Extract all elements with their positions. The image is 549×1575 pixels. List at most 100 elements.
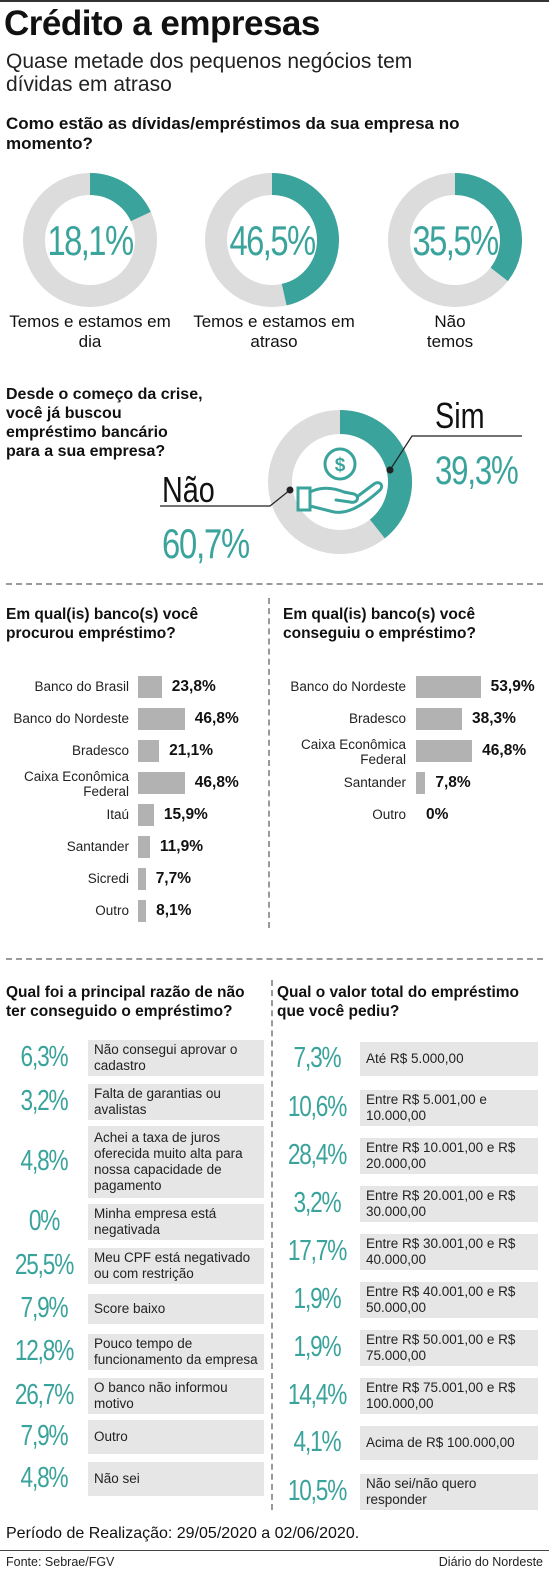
donut-slice-1 bbox=[271, 173, 339, 306]
sim-leader-dot bbox=[386, 466, 394, 474]
survey-period: Período de Realização: 29/05/2020 a 02/0… bbox=[6, 1525, 360, 1542]
bank-label: Santander bbox=[66, 839, 129, 854]
row-percent: 26,7% bbox=[14, 1379, 74, 1411]
row-percent: 1,9% bbox=[293, 1283, 342, 1315]
donut-value-1: 46,5% bbox=[229, 217, 315, 264]
crisis-slice-sim bbox=[339, 410, 412, 539]
bank-label: Banco do Nordeste bbox=[290, 679, 406, 694]
row-percent: 7,9% bbox=[20, 1420, 69, 1452]
bank-label: Caixa Econômica Federal bbox=[300, 737, 406, 767]
donut-label-nao-temos: Não temos bbox=[426, 312, 474, 351]
bank-bar bbox=[138, 900, 147, 922]
source-credit: Fonte: Sebrae/FGV bbox=[6, 1555, 115, 1569]
bank-value: 7,8% bbox=[435, 774, 471, 791]
divider-1 bbox=[6, 583, 543, 585]
sim-label: Sim bbox=[435, 395, 485, 436]
row-percent: 7,9% bbox=[20, 1292, 69, 1324]
row-percent: 3,2% bbox=[20, 1085, 69, 1117]
bank-label: Bradesco bbox=[71, 743, 129, 758]
row-percent: 10,5% bbox=[287, 1475, 347, 1507]
bank-bar bbox=[138, 772, 185, 794]
row-label: Achei a taxa de juros oferecida muito al… bbox=[88, 1126, 264, 1198]
bank-bar bbox=[138, 804, 154, 826]
row-label: Entre R$ 40.001,00 e R$ 50.000,00 bbox=[360, 1282, 538, 1318]
banks-sought-question: Em qual(is) banco(s) você procurou empré… bbox=[6, 606, 199, 642]
bank-value: 38,3% bbox=[471, 710, 516, 727]
row-percent: 3,2% bbox=[293, 1187, 342, 1219]
row-label: Outro bbox=[88, 1420, 264, 1454]
row-label: Entre R$ 30.001,00 e R$ 40.000,00 bbox=[360, 1234, 538, 1270]
debts-donuts: 18,1% 46,5% 35,5% bbox=[23, 173, 522, 307]
bank-value: 11,9% bbox=[159, 838, 203, 855]
row-percent: 0% bbox=[28, 1205, 61, 1237]
bank-bar bbox=[138, 868, 146, 890]
bank-value: 46,8% bbox=[194, 774, 239, 791]
row-percent: 17,7% bbox=[287, 1235, 347, 1267]
page-subtitle: Quase metade dos pequenos negócios tem d… bbox=[6, 50, 413, 96]
bank-value: 21,1% bbox=[169, 742, 214, 759]
row-label: Pouco tempo de funcionamento da empresa bbox=[88, 1334, 264, 1370]
bank-value: 15,9% bbox=[163, 806, 208, 823]
bank-label: Banco do Nordeste bbox=[13, 711, 129, 726]
bank-label: Caixa Econômica Federal bbox=[23, 769, 129, 799]
nao-leader-dot bbox=[286, 486, 294, 494]
values-question: Qual o valor total do empréstimo que voc… bbox=[277, 984, 520, 1020]
donut-label-em-atraso: Temos e estamos em atraso bbox=[193, 312, 355, 351]
bank-bar bbox=[416, 708, 462, 730]
donut-value-0: 18,1% bbox=[47, 217, 133, 264]
publisher-brand: Diário do Nordeste bbox=[438, 1555, 543, 1569]
bank-value: 53,9% bbox=[490, 678, 535, 695]
bank-value: 7,7% bbox=[155, 870, 192, 887]
donut-slice-2 bbox=[454, 173, 522, 282]
row-label: Não sei/não quero responder bbox=[360, 1474, 538, 1510]
debts-question: Como estão as dívidas/empréstimos da sua… bbox=[6, 114, 460, 153]
row-percent: 6,3% bbox=[20, 1041, 69, 1073]
svg-text:$: $ bbox=[335, 455, 346, 476]
bank-value: 23,8% bbox=[171, 678, 216, 695]
bank-value: 46,8% bbox=[194, 710, 239, 727]
bank-bar bbox=[138, 740, 160, 762]
bank-value: 46,8% bbox=[482, 742, 527, 759]
bank-bar bbox=[416, 740, 473, 762]
row-label: Entre R$ 20.001,00 e R$ 30.000,00 bbox=[360, 1186, 538, 1222]
row-percent: 4,1% bbox=[293, 1426, 342, 1458]
nao-leader-line bbox=[160, 489, 291, 507]
row-percent: 7,3% bbox=[293, 1042, 342, 1074]
row-percent: 4,8% bbox=[20, 1145, 69, 1177]
row-percent: 25,5% bbox=[14, 1249, 74, 1281]
sim-value: 39,3% bbox=[435, 448, 518, 493]
row-label: Minha empresa está negativada bbox=[88, 1204, 264, 1240]
bank-label: Banco do Brasil bbox=[34, 679, 129, 694]
row-label: Não consegui aprovar o cadastro bbox=[88, 1040, 264, 1076]
bank-label: Outro bbox=[372, 807, 406, 822]
row-percent: 14,4% bbox=[287, 1379, 347, 1411]
bank-bar bbox=[138, 708, 185, 730]
row-label: Falta de garantias ou avalistas bbox=[88, 1084, 264, 1120]
row-label: Entre R$ 10.001,00 e R$ 20.000,00 bbox=[360, 1138, 538, 1174]
row-label: Não sei bbox=[88, 1462, 264, 1496]
bank-value: 0% bbox=[426, 806, 449, 823]
row-label: O banco não informou motivo bbox=[88, 1378, 264, 1414]
bank-bar bbox=[416, 772, 426, 794]
row-percent: 4,8% bbox=[20, 1462, 69, 1494]
bank-label: Bradesco bbox=[348, 711, 406, 726]
nao-value: 60,7% bbox=[162, 520, 250, 567]
hand-coin-icon: $ bbox=[296, 447, 384, 514]
row-percent: 10,6% bbox=[287, 1091, 347, 1123]
bank-value: 8,1% bbox=[156, 902, 192, 919]
row-label: Entre R$ 75.001,00 e R$ 100.000,00 bbox=[360, 1378, 538, 1414]
top-rule bbox=[0, 0, 549, 2]
row-label: Acima de R$ 100.000,00 bbox=[360, 1426, 538, 1460]
banks-got-question: Em qual(is) banco(s) você conseguiu o em… bbox=[283, 606, 476, 642]
bank-label: Outro bbox=[95, 903, 129, 918]
row-percent: 1,9% bbox=[293, 1331, 342, 1363]
donut-slice-0 bbox=[89, 173, 151, 222]
divider-vertical-1 bbox=[268, 598, 270, 928]
row-label: Entre R$ 50.001,00 e R$ 75.000,00 bbox=[360, 1330, 538, 1366]
bank-label: Sicredi bbox=[87, 871, 129, 886]
bank-label: Itaú bbox=[106, 807, 129, 822]
row-percent: 12,8% bbox=[14, 1335, 74, 1367]
row-percent: 28,4% bbox=[287, 1139, 347, 1171]
bank-bar bbox=[416, 676, 481, 698]
bank-bar bbox=[138, 836, 150, 858]
